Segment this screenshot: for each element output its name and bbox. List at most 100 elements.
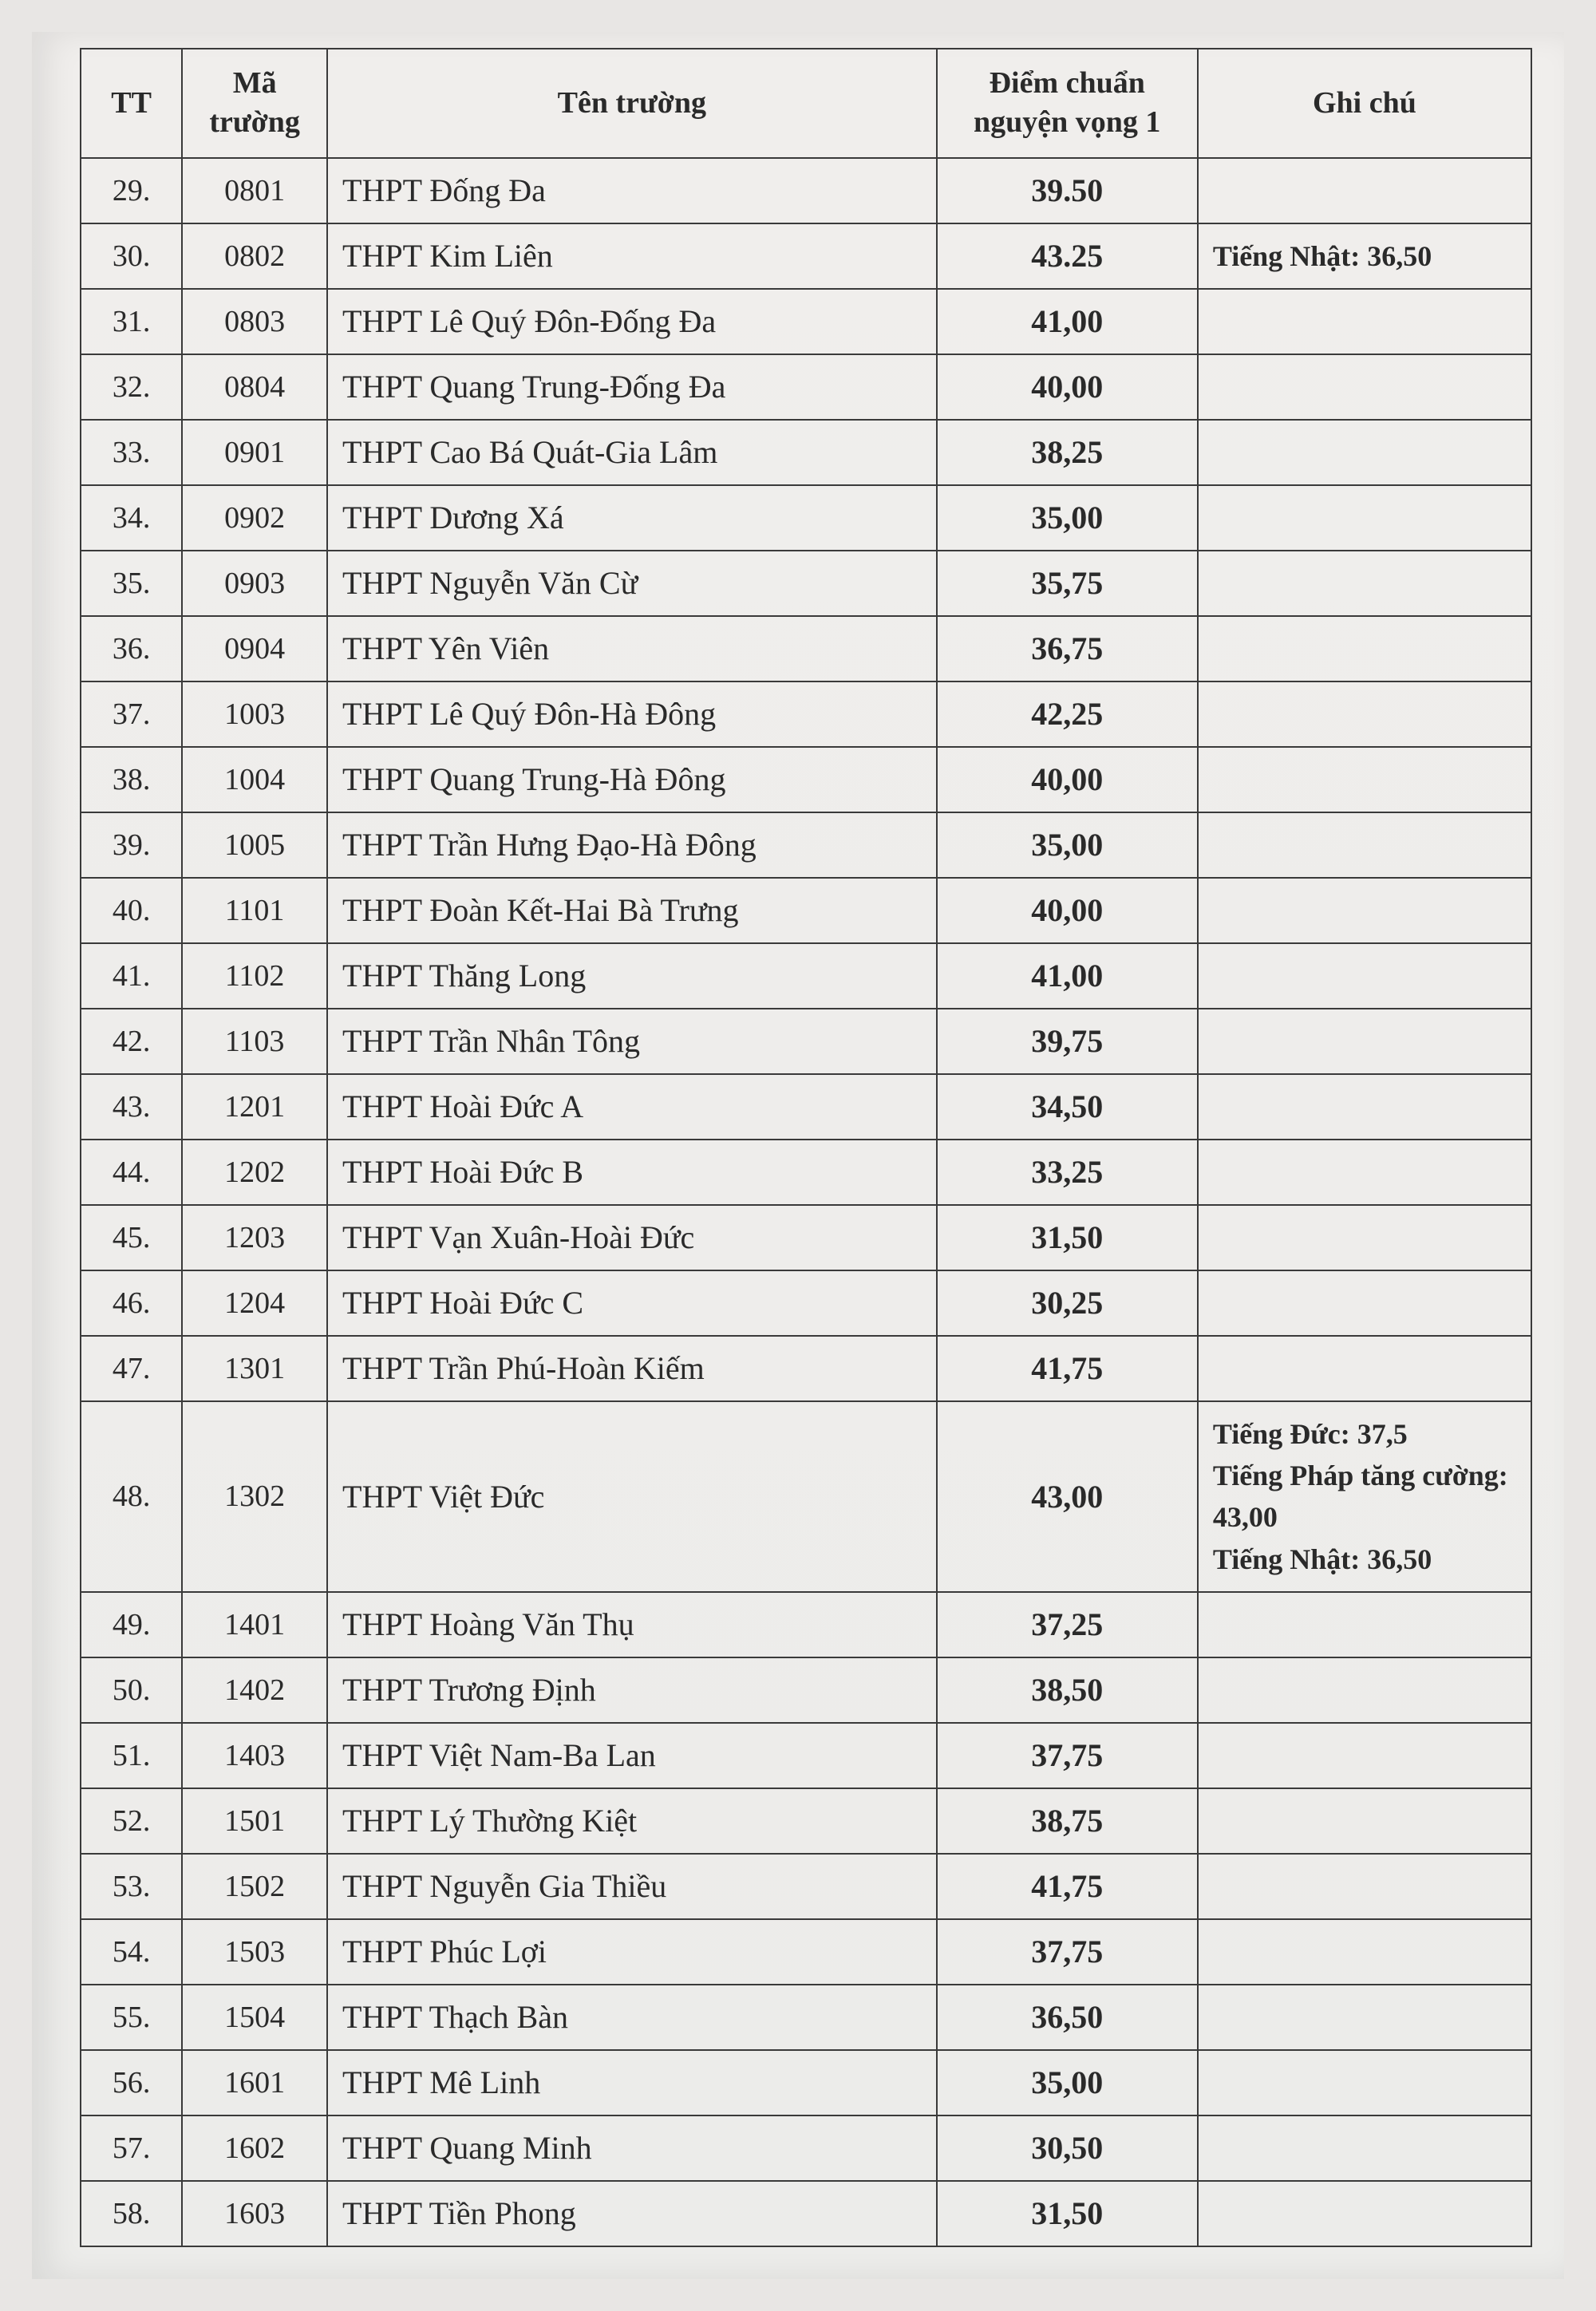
cell-tt: 56. (81, 2050, 182, 2115)
cell-note (1198, 747, 1531, 812)
cell-score: 36,50 (937, 1985, 1198, 2050)
cell-score: 41,75 (937, 1854, 1198, 1919)
cell-score: 40,00 (937, 878, 1198, 943)
table-row: 55.1504THPT Thạch Bàn36,50 (81, 1985, 1531, 2050)
cell-tt: 36. (81, 616, 182, 681)
cell-note (1198, 2050, 1531, 2115)
cell-score: 31,50 (937, 1205, 1198, 1270)
cell-school-name: THPT Thăng Long (327, 943, 937, 1009)
table-row: 38.1004THPT Quang Trung-Hà Đông40,00 (81, 747, 1531, 812)
cell-school-name: THPT Phúc Lợi (327, 1919, 937, 1985)
cell-score: 41,75 (937, 1336, 1198, 1401)
table-row: 43.1201THPT Hoài Đức A34,50 (81, 1074, 1531, 1140)
cell-code: 1103 (182, 1009, 327, 1074)
table-row: 41.1102THPT Thăng Long41,00 (81, 943, 1531, 1009)
cell-tt: 37. (81, 681, 182, 747)
table-row: 46.1204THPT Hoài Đức C30,25 (81, 1270, 1531, 1336)
cell-school-name: THPT Lê Quý Đôn-Đống Đa (327, 289, 937, 354)
cell-score: 35,75 (937, 551, 1198, 616)
table-row: 40.1101THPT Đoàn Kết-Hai Bà Trưng40,00 (81, 878, 1531, 943)
cell-note (1198, 1919, 1531, 1985)
cell-school-name: THPT Hoài Đức A (327, 1074, 937, 1140)
cell-note (1198, 1336, 1531, 1401)
cell-score: 36,75 (937, 616, 1198, 681)
cell-score: 35,00 (937, 2050, 1198, 2115)
cell-score: 30,25 (937, 1270, 1198, 1336)
cell-code: 1005 (182, 812, 327, 878)
cell-score: 39,75 (937, 1009, 1198, 1074)
table-row: 44.1202THPT Hoài Đức B33,25 (81, 1140, 1531, 1205)
cell-code: 0802 (182, 223, 327, 289)
cell-score: 38,50 (937, 1657, 1198, 1723)
cell-score: 41,00 (937, 289, 1198, 354)
cell-score: 30,50 (937, 2115, 1198, 2181)
cell-school-name: THPT Nguyễn Gia Thiều (327, 1854, 937, 1919)
cell-code: 0902 (182, 485, 327, 551)
cell-note (1198, 878, 1531, 943)
scores-table: TT Mã trường Tên trường Điểm chuẩn nguyệ… (80, 48, 1532, 2247)
header-tt: TT (81, 49, 182, 158)
cell-note (1198, 681, 1531, 747)
cell-code: 1202 (182, 1140, 327, 1205)
table-row: 56.1601THPT Mê Linh35,00 (81, 2050, 1531, 2115)
cell-code: 1301 (182, 1336, 327, 1401)
cell-tt: 54. (81, 1919, 182, 1985)
table-row: 49.1401THPT Hoàng Văn Thụ37,25 (81, 1592, 1531, 1657)
cell-tt: 53. (81, 1854, 182, 1919)
cell-note (1198, 1592, 1531, 1657)
cell-school-name: THPT Hoài Đức B (327, 1140, 937, 1205)
cell-school-name: THPT Đống Đa (327, 158, 937, 223)
cell-note: Tiếng Đức: 37,5 Tiếng Pháp tăng cường: 4… (1198, 1401, 1531, 1592)
table-row: 35.0903THPT Nguyễn Văn Cừ35,75 (81, 551, 1531, 616)
cell-note (1198, 1985, 1531, 2050)
cell-code: 0803 (182, 289, 327, 354)
cell-tt: 35. (81, 551, 182, 616)
cell-score: 34,50 (937, 1074, 1198, 1140)
cell-tt: 45. (81, 1205, 182, 1270)
cell-school-name: THPT Trần Phú-Hoàn Kiếm (327, 1336, 937, 1401)
cell-school-name: THPT Dương Xá (327, 485, 937, 551)
header-code: Mã trường (182, 49, 327, 158)
cell-code: 0804 (182, 354, 327, 420)
table-row: 52.1501THPT Lý Thường Kiệt38,75 (81, 1788, 1531, 1854)
cell-code: 1503 (182, 1919, 327, 1985)
cell-note (1198, 289, 1531, 354)
cell-note (1198, 1009, 1531, 1074)
cell-note (1198, 2115, 1531, 2181)
cell-school-name: THPT Đoàn Kết-Hai Bà Trưng (327, 878, 937, 943)
cell-school-name: THPT Lê Quý Đôn-Hà Đông (327, 681, 937, 747)
cell-school-name: THPT Kim Liên (327, 223, 937, 289)
cell-score: 41,00 (937, 943, 1198, 1009)
cell-tt: 32. (81, 354, 182, 420)
cell-school-name: THPT Cao Bá Quát-Gia Lâm (327, 420, 937, 485)
cell-tt: 48. (81, 1401, 182, 1592)
cell-code: 1401 (182, 1592, 327, 1657)
cell-score: 31,50 (937, 2181, 1198, 2246)
cell-note (1198, 1270, 1531, 1336)
cell-school-name: THPT Quang Trung-Đống Đa (327, 354, 937, 420)
cell-tt: 49. (81, 1592, 182, 1657)
cell-score: 37,25 (937, 1592, 1198, 1657)
table-row: 47.1301THPT Trần Phú-Hoàn Kiếm41,75 (81, 1336, 1531, 1401)
cell-school-name: THPT Việt Đức (327, 1401, 937, 1592)
cell-tt: 52. (81, 1788, 182, 1854)
cell-score: 38,75 (937, 1788, 1198, 1854)
table-header-row: TT Mã trường Tên trường Điểm chuẩn nguyệ… (81, 49, 1531, 158)
cell-note: Tiếng Nhật: 36,50 (1198, 223, 1531, 289)
cell-school-name: THPT Lý Thường Kiệt (327, 1788, 937, 1854)
document-page: TT Mã trường Tên trường Điểm chuẩn nguyệ… (32, 32, 1564, 2279)
cell-school-name: THPT Trần Hưng Đạo-Hà Đông (327, 812, 937, 878)
table-row: 50.1402THPT Trương Định38,50 (81, 1657, 1531, 1723)
table-row: 33.0901THPT Cao Bá Quát-Gia Lâm38,25 (81, 420, 1531, 485)
table-row: 57.1602THPT Quang Minh30,50 (81, 2115, 1531, 2181)
cell-tt: 55. (81, 1985, 182, 2050)
cell-score: 42,25 (937, 681, 1198, 747)
cell-note (1198, 420, 1531, 485)
cell-tt: 58. (81, 2181, 182, 2246)
cell-code: 1201 (182, 1074, 327, 1140)
cell-score: 37,75 (937, 1919, 1198, 1985)
cell-tt: 40. (81, 878, 182, 943)
cell-code: 0903 (182, 551, 327, 616)
cell-score: 35,00 (937, 812, 1198, 878)
cell-school-name: THPT Nguyễn Văn Cừ (327, 551, 937, 616)
